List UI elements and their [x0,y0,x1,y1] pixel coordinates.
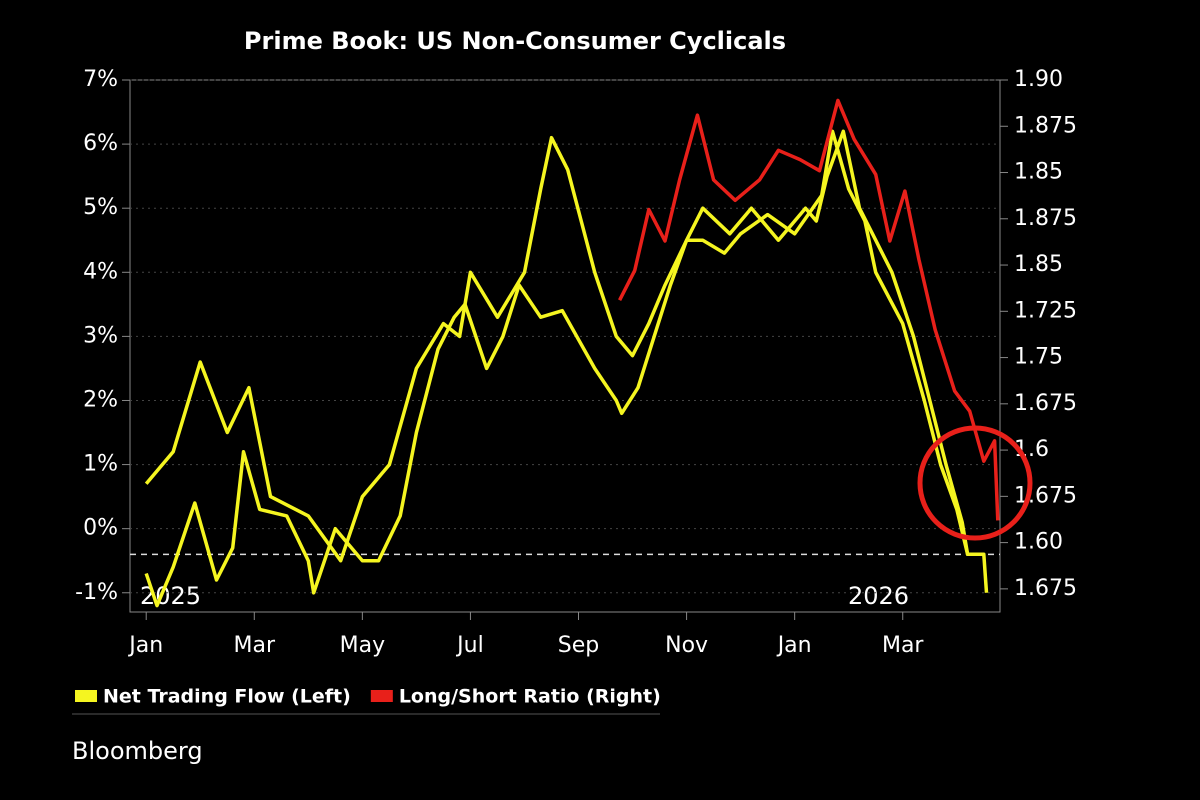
source: Bloomberg [72,737,203,765]
year-label: 2026 [848,582,909,610]
legend-swatch [370,690,393,702]
y2-tick-label: 1.675 [1014,576,1077,601]
series-line [618,98,1000,521]
plot-frame [129,79,1001,613]
y2-tick-label: 1.60 [1014,530,1063,555]
y-tick-label: 3% [83,323,118,348]
x-tick-label: Jan [776,633,812,658]
legend-label: Long/Short Ratio (Right) [399,686,661,708]
y-tick-label: 2% [83,387,118,412]
y2-tick-label: 1.85 [1014,252,1063,277]
y2-tick-label: 1.90 [1014,67,1063,92]
series-line [144,129,979,563]
y-tick-label: 1% [83,452,118,477]
x-tick-label: Nov [665,633,708,658]
y2-tick-label: 1.675 [1014,391,1077,416]
y2-tick-label: 1.75 [1014,345,1063,370]
x-tick-label: Mar [882,633,924,658]
chart-title: Prime Book: US Non-Consumer Cyclicals [244,27,786,55]
y-tick-label: 5% [83,195,118,220]
y-tick-label: 0% [83,516,118,541]
y2-tick-label: 1.725 [1014,298,1077,323]
x-tick-label: Jan [127,633,163,658]
highlight-circle [917,425,1033,541]
y-tick-label: 4% [83,259,118,284]
y-tick-label: 7% [83,67,118,92]
y-tick-label: -1% [75,580,118,605]
legend-label: Net Trading Flow (Left) [103,686,351,708]
series-line [144,129,989,608]
y2-tick-label: 1.875 [1014,113,1077,138]
x-tick-label: Sep [558,633,599,658]
x-tick-label: Mar [234,633,276,658]
legend-swatch [75,690,97,702]
x-tick-label: May [340,633,385,658]
y2-tick-label: 1.85 [1014,160,1063,185]
x-tick-label: Jul [455,633,484,658]
y2-tick-label: 1.875 [1014,206,1077,231]
y-tick-label: 6% [83,131,118,156]
